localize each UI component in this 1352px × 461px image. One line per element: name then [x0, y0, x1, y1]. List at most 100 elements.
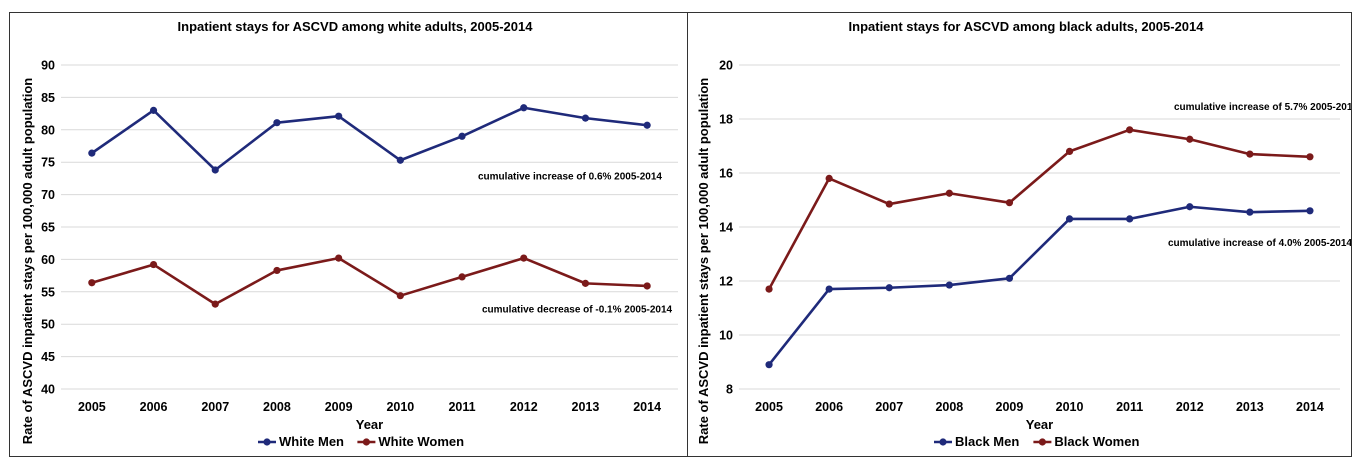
y-tick-label: 12: [719, 275, 733, 289]
data-point: [149, 260, 158, 269]
x-tick-label: 2008: [935, 400, 963, 414]
data-point: [88, 149, 96, 157]
legend-item-label: Black Women: [1054, 434, 1139, 449]
x-tick-label: 2005: [78, 400, 106, 414]
y-tick-label: 85: [41, 91, 55, 105]
legend-swatch-marker: [362, 438, 370, 446]
y-tick-label: 70: [41, 188, 55, 202]
data-point: [825, 285, 833, 293]
y-tick-label: 40: [41, 383, 55, 397]
data-point: [273, 266, 281, 275]
y-axis-title: Rate of ASCVD inpatient stays per 100,00…: [696, 78, 711, 445]
data-point: [1186, 135, 1194, 143]
data-point: [945, 281, 953, 289]
data-point: [581, 114, 590, 122]
data-point: [458, 273, 466, 281]
y-tick-label: 14: [719, 221, 733, 235]
data-point: [335, 112, 343, 120]
data-point: [581, 279, 590, 287]
x-tick-label: 2014: [1296, 400, 1324, 414]
x-tick-label: 2009: [996, 400, 1024, 414]
data-point: [1126, 215, 1134, 223]
legend-item-label: White Women: [378, 434, 464, 449]
data-point: [643, 282, 651, 290]
data-point: [643, 121, 651, 129]
data-point: [458, 132, 466, 140]
x-tick-label: 2009: [325, 400, 353, 414]
y-tick-label: 18: [719, 113, 733, 127]
y-tick-label: 8: [726, 383, 733, 397]
data-point: [149, 106, 158, 114]
x-tick-label: 2011: [1116, 400, 1143, 414]
data-point: [211, 166, 219, 174]
legend-swatch-marker: [263, 438, 271, 446]
y-tick-label: 55: [41, 285, 55, 299]
data-point: [1306, 207, 1314, 215]
y-tick-label: 20: [719, 59, 733, 73]
x-tick-label: 2007: [201, 400, 229, 414]
annotation: cumulative increase of 4.0% 2005-2014: [1168, 238, 1351, 249]
x-tick-label: 2013: [572, 400, 600, 414]
data-point: [1065, 215, 1074, 223]
chart-title: Inpatient stays for ASCVD among black ad…: [849, 19, 1205, 34]
data-point: [1246, 150, 1254, 158]
y-tick-label: 60: [41, 253, 55, 267]
data-point: [1126, 126, 1134, 134]
chart-white-adults: Inpatient stays for ASCVD among white ad…: [20, 19, 678, 449]
y-tick-label: 16: [719, 167, 733, 181]
annotation: cumulative increase of 0.6% 2005-2014: [478, 171, 662, 182]
data-point: [945, 189, 953, 197]
data-point: [520, 254, 528, 262]
data-point: [88, 279, 96, 287]
series-line-1: [768, 205, 1310, 366]
legend-item-label: Black Men: [955, 434, 1019, 449]
data-point: [825, 174, 833, 182]
chart-black-adults: Inpatient stays for ASCVD among black ad…: [696, 19, 1352, 449]
data-point: [1246, 208, 1254, 216]
legend-item-label: White Men: [279, 434, 344, 449]
series-line-2: [91, 256, 648, 306]
x-tick-label: 2008: [263, 400, 291, 414]
data-point: [1005, 274, 1014, 282]
y-axis-title: Rate of ASCVD inpatient stays per 100,00…: [20, 78, 35, 445]
legend-swatch-marker: [939, 438, 947, 446]
y-tick-label: 80: [41, 123, 55, 137]
data-point: [885, 284, 893, 292]
x-tick-label: 2006: [815, 400, 843, 414]
data-point: [396, 156, 404, 164]
x-tick-label: 2011: [448, 400, 475, 414]
x-axis-title: Year: [1026, 417, 1053, 432]
chart-panel-black-adults: Inpatient stays for ASCVD among black ad…: [687, 12, 1352, 457]
data-point: [396, 292, 404, 300]
annotation: cumulative increase of 5.7% 2005-2014: [1174, 102, 1351, 113]
y-tick-label: 90: [41, 59, 55, 73]
data-point: [765, 285, 773, 293]
x-tick-label: 2013: [1236, 400, 1264, 414]
data-point: [1306, 153, 1314, 161]
x-axis-title: Year: [356, 417, 383, 432]
annotation: cumulative decrease of -0.1% 2005-2014: [482, 304, 673, 315]
x-tick-label: 2014: [633, 400, 661, 414]
chart-panel-white-adults: Inpatient stays for ASCVD among white ad…: [9, 12, 689, 457]
data-point: [211, 300, 219, 308]
x-tick-label: 2012: [510, 400, 538, 414]
data-point: [335, 254, 343, 262]
data-point: [273, 119, 281, 127]
x-tick-label: 2007: [875, 400, 903, 414]
x-tick-label: 2010: [386, 400, 414, 414]
y-tick-label: 65: [41, 221, 55, 235]
y-tick-label: 45: [41, 350, 55, 364]
series-line-2: [767, 128, 1311, 290]
data-point: [885, 200, 893, 208]
y-tick-label: 75: [41, 156, 55, 170]
y-tick-label: 10: [719, 329, 733, 343]
x-tick-label: 2010: [1056, 400, 1084, 414]
data-point: [520, 104, 528, 112]
data-point: [1186, 203, 1194, 211]
data-point: [1005, 199, 1014, 207]
y-tick-label: 50: [41, 318, 55, 332]
x-tick-label: 2005: [755, 400, 783, 414]
legend-swatch-marker: [1038, 438, 1046, 446]
data-point: [765, 361, 773, 369]
